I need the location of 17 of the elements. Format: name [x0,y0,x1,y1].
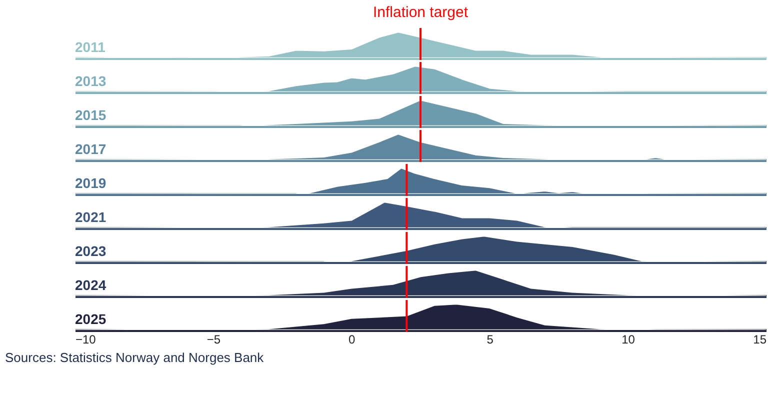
series-label: 2015 [75,107,106,123]
x-tick-label: −5 [206,332,221,346]
series-label: 2011 [75,39,106,55]
series-label: 2019 [75,175,106,191]
x-tick-label: 5 [486,332,494,346]
series-label: 2025 [75,311,106,327]
source-note: Sources: Statistics Norway and Norges Bank [5,350,264,365]
series-label: 2013 [75,73,106,89]
x-tick-label: −10 [76,332,96,346]
series-label: 2017 [75,141,106,157]
ref-line-label: Inflation target [372,4,469,21]
series-label: 2024 [75,277,106,293]
series-label: 2021 [75,209,106,225]
x-tick-label: 10 [622,332,636,346]
series-label: 2023 [75,243,106,259]
x-tick-label: 15 [753,332,767,346]
x-tick-label: 0 [348,332,356,346]
